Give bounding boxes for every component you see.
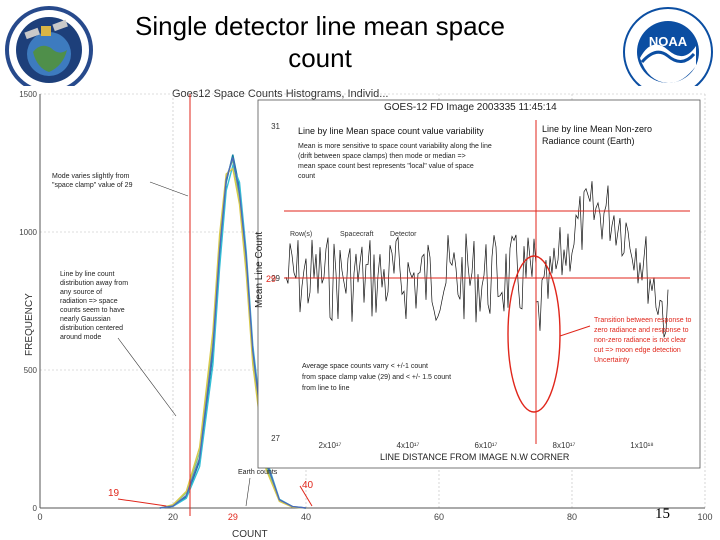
inset-legend-entry: Row(s) xyxy=(290,231,312,238)
histogram-ylabel: FREQUENCY xyxy=(24,293,35,356)
hist-y-tick-label: 500 xyxy=(24,366,38,375)
inset-xlabel: LINE DISTANCE FROM IMAGE N.W CORNER xyxy=(380,452,570,462)
hist-series-line-4 xyxy=(159,167,307,509)
inset-legend-entry: Detector xyxy=(390,231,417,238)
marker-label-19: 19 xyxy=(108,488,120,499)
slide-title-line2: count xyxy=(288,43,352,73)
annotations: Mode varies slightly from "space clamp" v… xyxy=(52,124,692,507)
annotation-pointer xyxy=(117,337,177,417)
goes-satellite-logo xyxy=(5,6,93,94)
marker-arrow-40 xyxy=(299,485,313,507)
inset-title: GOES-12 FD Image 2003335 11:45:14 xyxy=(384,102,557,113)
transition-ellipse xyxy=(507,255,561,413)
inset-legend-entry: Spacecraft xyxy=(340,231,374,238)
hist-x-tick-label: 80 xyxy=(567,512,577,522)
svg-text:NOAA: NOAA xyxy=(649,34,688,49)
hist-x-tick-label: 40 xyxy=(301,512,311,522)
marker-label-40: 40 xyxy=(302,480,314,491)
mean-line-count-chart: GOES-12 FD Image 2003335 11:45:14 Mean L… xyxy=(254,99,701,469)
inset-y-tick-label: 31 xyxy=(271,122,280,131)
hist-x-tick-label: 29 xyxy=(228,512,238,522)
transition-arrow xyxy=(559,325,591,337)
annotation-earth-counts: Earth counts xyxy=(238,469,278,476)
inset-y-tick-label: 27 xyxy=(271,434,280,443)
histogram-xlabel: COUNT xyxy=(232,529,268,540)
figure: Goes12 Space Counts Histograms, Individ.… xyxy=(0,86,720,540)
annotation-mean-variability: Mean is more sensitive to space count va… xyxy=(298,143,492,180)
hist-y-tick-label: 0 xyxy=(33,504,38,513)
inset-x-tick-label: 4x10¹⁷ xyxy=(397,441,420,450)
inset-reference-label: 29 xyxy=(266,274,276,284)
annotation-average-space-counts: Average space counts varry < +/-1 count f… xyxy=(302,363,451,392)
annotation-mode-varies: Mode varies slightly from "space clamp" v… xyxy=(52,173,133,189)
marker-arrow-19 xyxy=(117,498,167,507)
annotation-mean-variability-title: Line by line Mean space count value vari… xyxy=(298,126,484,136)
hist-y-tick-label: 1000 xyxy=(19,228,37,237)
inset-x-tick-label: 2x10¹⁷ xyxy=(319,441,342,450)
annotation-gaussian: Line by line count distribution away from… xyxy=(60,271,128,341)
annotation-pointer xyxy=(245,477,251,507)
hist-y-tick-label: 1500 xyxy=(19,90,37,99)
hist-series-line-5 xyxy=(159,157,307,509)
slide-title-line1: Single detector line mean space xyxy=(134,11,505,41)
slide-title: Single detector line mean space count xyxy=(120,10,520,74)
hist-x-tick-label: 100 xyxy=(697,512,712,522)
hist-x-tick-label: 20 xyxy=(168,512,178,522)
page-number: 15 xyxy=(655,506,670,522)
inset-y-tick-label: 29 xyxy=(271,274,280,283)
inset-ylabel: Mean Line Count xyxy=(254,232,265,308)
annotation-pointer xyxy=(149,181,189,197)
annotation-nonzero-radiance: Line by line Mean Non-zero Radiance count… xyxy=(542,124,652,146)
inset-x-tick-label: 6x10¹⁷ xyxy=(475,441,498,450)
inset-x-tick-label: 1x10¹⁸ xyxy=(630,441,653,450)
annotation-transition: Transition between response to zero radia… xyxy=(594,317,692,364)
inset-space-count-signal xyxy=(285,233,537,323)
hist-x-tick-label: 60 xyxy=(434,512,444,522)
hist-x-tick-label: 0 xyxy=(37,512,42,522)
inset-earth-count-signal xyxy=(535,181,669,338)
noaa-logo: NOAA xyxy=(623,7,713,97)
inset-x-tick-label: 8x10¹⁷ xyxy=(553,441,576,450)
